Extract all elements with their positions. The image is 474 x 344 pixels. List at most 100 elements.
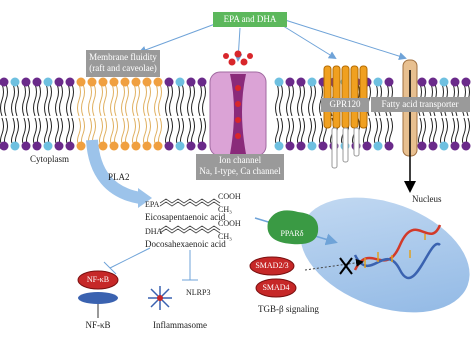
lipid [10,141,20,151]
lipid [175,141,185,151]
lipid [87,77,97,87]
nfkb-base [78,292,118,304]
lipid [66,117,74,145]
lipid [32,77,42,87]
pla2-label: PLA2 [108,172,130,182]
lipid [308,83,316,117]
lipid [121,117,129,145]
lipid [32,141,42,151]
lipid [417,141,427,151]
lipid [132,117,140,145]
lipid [43,77,53,87]
lipid [0,141,9,151]
membrane-label: (raft and caveolae) [89,63,156,73]
pla2-arrowhead [138,188,152,208]
gpr-label: GPR120 [329,99,361,109]
receptor-label: PPARδ [280,229,303,238]
lipid [120,77,130,87]
lipid [307,141,317,151]
pathway-label: TGB-β signaling [258,304,319,314]
lipid [110,83,118,117]
cytoplasm-label: Cytoplasm [30,154,69,164]
inflammasome-label: Inflammasome [153,320,207,330]
lipid [143,117,151,145]
lipid [54,141,64,151]
lipid [165,117,173,145]
lipid [297,117,305,145]
lipid [186,77,196,87]
smad4 [255,278,297,298]
lipid [22,117,30,145]
lipid [362,141,372,151]
epa-head: COOH [218,192,241,201]
lipid [99,117,107,145]
lipid [65,141,75,151]
lipid [307,77,317,87]
gpr120 [323,65,368,169]
lipid [143,83,151,117]
dha-head: COOH [218,219,241,228]
block-x [339,257,353,275]
lipid [65,77,75,87]
pla2-arrow [86,139,142,204]
lipid [275,117,283,145]
ion-label: Ion channel [219,155,262,165]
lipid [462,117,470,145]
epa-tail: CH₃ [218,205,232,214]
lipid [384,77,394,87]
lipid [164,77,174,87]
lipid [296,77,306,87]
lipid [109,141,119,151]
lipid [451,117,459,145]
smad-label: SMAD4 [262,283,289,292]
lipid [439,77,449,87]
lipid [198,117,206,145]
lipid [154,83,162,117]
membrane-label: Membrane fluidity [89,52,157,62]
lipid [165,83,173,117]
lipid [11,117,19,145]
dha-name: Docosahexaenoic acid [145,239,226,249]
lipid [285,77,295,87]
pparδ [267,210,319,245]
lipid [428,141,438,151]
epa-abbr: EPA [145,200,160,209]
dna [353,224,442,280]
lipid [121,83,129,117]
lipid [110,117,118,145]
lipid [274,77,284,87]
lipid [308,117,316,145]
nucleus-label: Nucleus [412,194,442,204]
membrane-box [86,50,160,77]
source-arrows [138,19,407,62]
lipid [428,77,438,87]
smad-label: SMAD2/3 [255,261,288,270]
lipid [285,141,295,151]
lipid [197,77,207,87]
source-label: EPA and DHA [224,14,277,24]
lipid [0,83,8,117]
lipid [99,83,107,117]
lipid [154,117,162,145]
lipid [418,117,426,145]
lipid [440,117,448,145]
lipid [153,141,163,151]
lipid [132,83,140,117]
lipid [286,117,294,145]
lipid [142,141,152,151]
lipid [44,83,52,117]
lipid [153,77,163,87]
lipid [98,77,108,87]
lipid [0,117,8,145]
dha-tail: CH₃ [218,232,232,241]
ion-channel [209,50,267,157]
dha-abbr: DHA [145,227,163,236]
lipid [77,83,85,117]
lipid [187,117,195,145]
lipid [187,83,195,117]
lipid [461,141,471,151]
smad23 [249,256,295,276]
lipid [461,77,471,87]
lipid [0,77,9,87]
lipid [296,141,306,151]
